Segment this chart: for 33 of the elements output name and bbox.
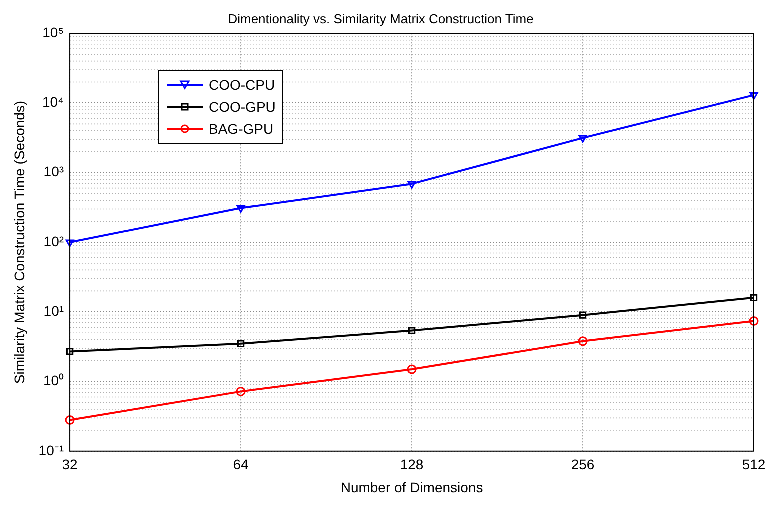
y-tick-label: 10¹ (44, 302, 64, 319)
point (66, 348, 74, 356)
y-tick-label: 10⁻¹ (38, 442, 64, 458)
point (750, 294, 758, 302)
x-axis-title: Number of Dimensions (340, 479, 484, 496)
x-tick-label: 32 (62, 456, 78, 473)
x-tick-label: 128 (400, 456, 424, 473)
y-tick-label: 10⁵ (42, 24, 64, 40)
point (750, 92, 758, 100)
x-tick-label: 64 (233, 456, 250, 473)
point (408, 181, 416, 189)
point (236, 206, 246, 214)
y-tick-label: 10⁴ (42, 94, 64, 110)
y-axis-title: Similarity Matrix Construction Time (Seconds) (11, 100, 28, 384)
legend-label: COO-CPU (209, 77, 276, 93)
point (408, 327, 416, 334)
y-tick-label: 10⁰ (43, 372, 64, 389)
chart-title: Dimentionality vs. Similarity Matrix Construction Time (228, 11, 534, 26)
point (236, 386, 246, 396)
point (237, 340, 245, 348)
point (407, 364, 417, 374)
y-tick-label: 10³ (44, 164, 64, 180)
point (579, 312, 587, 319)
point (66, 240, 74, 248)
x-tick-label: 256 (571, 456, 595, 473)
point (749, 316, 759, 326)
point (578, 135, 588, 143)
y-tick-label: 10² (44, 233, 64, 250)
point (578, 336, 588, 346)
legend-label: COO-GPU (209, 99, 276, 115)
legend-label: BAG-GPU (209, 121, 274, 137)
point (65, 416, 75, 426)
x-tick-label: 512 (742, 456, 766, 473)
